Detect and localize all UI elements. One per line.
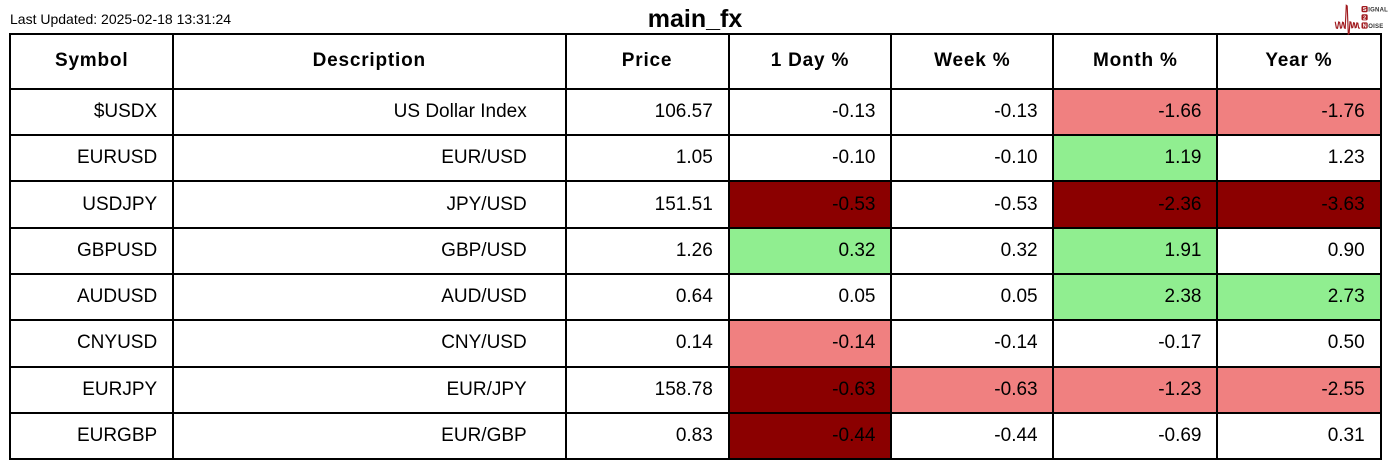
svg-text:N: N <box>1363 24 1367 30</box>
svg-text:S: S <box>1363 7 1367 13</box>
svg-text:IGNAL: IGNAL <box>1368 8 1388 14</box>
svg-text:OISE: OISE <box>1368 24 1383 30</box>
svg-text:2: 2 <box>1363 15 1366 21</box>
